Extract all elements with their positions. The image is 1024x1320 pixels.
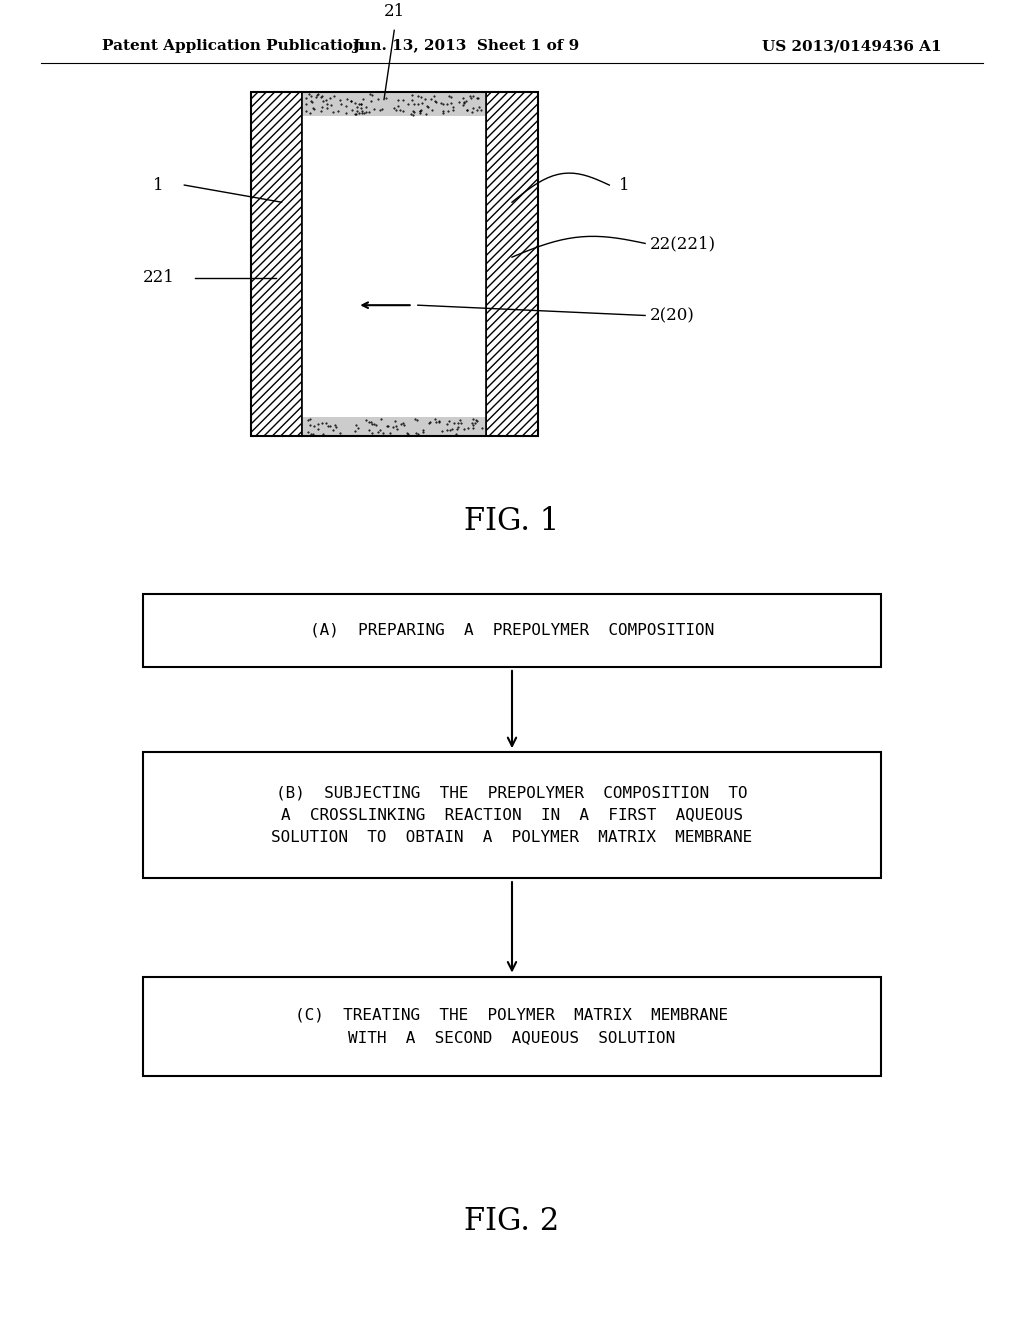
Bar [302,417,486,436]
Text: Jun. 13, 2013  Sheet 1 of 9: Jun. 13, 2013 Sheet 1 of 9 [352,40,580,53]
Text: 1: 1 [620,177,630,194]
Bar [302,116,486,417]
Text: FIG. 2: FIG. 2 [464,1205,560,1237]
Bar [302,92,486,436]
Text: 221: 221 [142,269,175,286]
Bar [143,594,881,667]
Text: US 2013/0149436 A1: US 2013/0149436 A1 [763,40,942,53]
Text: FIG. 1: FIG. 1 [464,506,560,537]
Text: (A)  PREPARING  A  PREPOLYMER  COMPOSITION: (A) PREPARING A PREPOLYMER COMPOSITION [310,623,714,638]
Text: Patent Application Publication: Patent Application Publication [102,40,365,53]
Text: (C)  TREATING  THE  POLYMER  MATRIX  MEMBRANE
WITH  A  SECOND  AQUEOUS  SOLUTION: (C) TREATING THE POLYMER MATRIX MEMBRANE… [296,1007,728,1045]
Text: (B)  SUBJECTING  THE  PREPOLYMER  COMPOSITION  TO
A  CROSSLINKING  REACTION  IN : (B) SUBJECTING THE PREPOLYMER COMPOSITIO… [271,785,753,845]
Bar [486,92,538,436]
Bar [251,92,302,436]
Text: 1: 1 [154,177,164,194]
Bar [143,752,881,878]
Bar [251,92,538,436]
Text: 2(20): 2(20) [650,308,695,323]
Text: 21: 21 [384,3,404,20]
Bar [302,92,486,116]
Bar [143,977,881,1076]
Text: 22(221): 22(221) [650,235,717,252]
